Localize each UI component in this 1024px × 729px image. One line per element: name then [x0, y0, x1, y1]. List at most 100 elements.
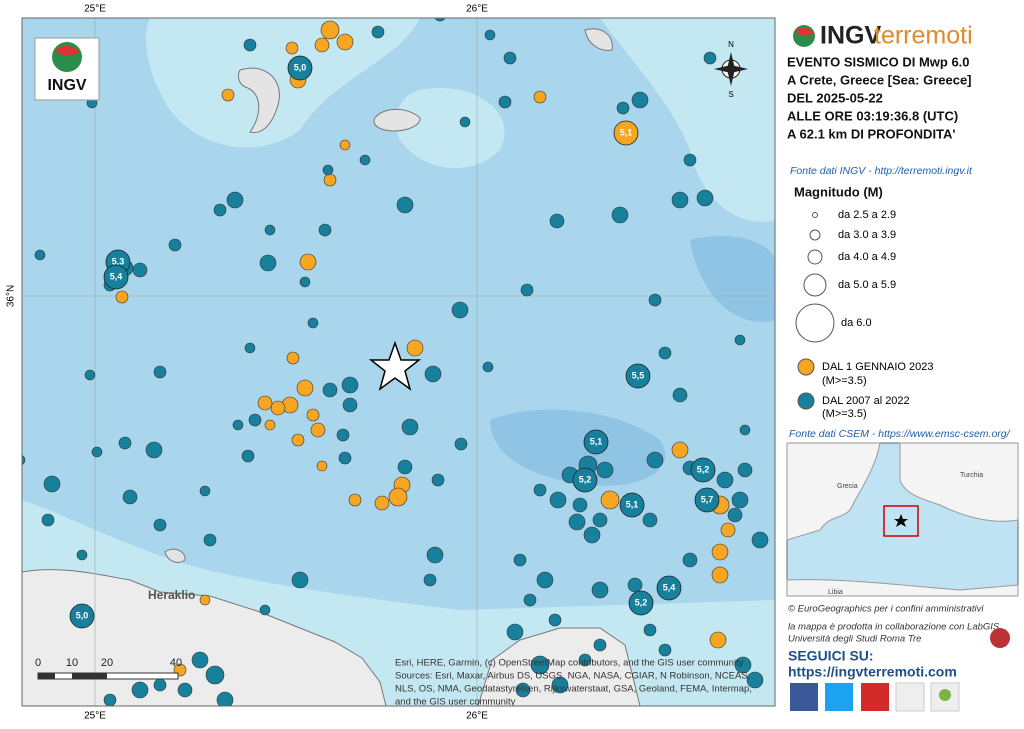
- event-dot: [592, 512, 608, 528]
- follow-url[interactable]: https://ingvterremoti.com: [788, 664, 957, 680]
- legend-size: [803, 273, 827, 297]
- scale-label: 0: [35, 657, 41, 669]
- event-dot: [498, 95, 512, 109]
- event-dot: [716, 471, 734, 489]
- event-dot: [103, 693, 117, 706]
- island: [373, 108, 421, 132]
- event-dot: [84, 369, 96, 381]
- event-dot: [291, 571, 309, 589]
- brand-globe: [795, 27, 814, 36]
- event-dot: [611, 206, 629, 224]
- event-dot: [34, 249, 46, 261]
- scale-label: 10: [66, 657, 78, 669]
- event-dot: [746, 671, 764, 689]
- event-dot: [533, 90, 547, 104]
- event-dot: [503, 51, 517, 65]
- event-dot: [484, 29, 496, 41]
- twitter-icon[interactable]: [825, 683, 853, 711]
- shallow-sea: [146, 18, 420, 148]
- event-dot: [264, 419, 276, 431]
- attribution: Sources: Esri, Maxar, Airbus DS, USGS, N…: [395, 671, 750, 682]
- event-dot: [578, 653, 592, 667]
- event-dot: [296, 379, 314, 397]
- event-dot: [683, 153, 697, 167]
- event-dot: [423, 573, 437, 587]
- ingv-logo: INGV: [34, 37, 100, 101]
- ios-icon[interactable]: [895, 682, 925, 712]
- strong-event: [694, 487, 720, 513]
- event-dot: [734, 334, 746, 346]
- compass-label: S: [728, 90, 733, 99]
- event-dot: [259, 604, 271, 616]
- inset-map: Grecia Turchia Libia: [786, 442, 1019, 597]
- event-dots: 5,0 5,1 5,3 5,4 5,5 5,1 5,2 5,2 5,7 5,1 5,4 5,2 5,0: [22, 18, 769, 706]
- event-dot: [226, 191, 244, 209]
- event-dot: [145, 441, 163, 459]
- event-dot: [241, 449, 255, 463]
- place-label: Heraklio: [148, 588, 195, 602]
- strong-event: [619, 492, 645, 518]
- event-dot: [682, 552, 698, 568]
- event-dot: [153, 678, 167, 692]
- strong-event: [69, 603, 95, 629]
- event-dot: [342, 397, 358, 413]
- event-dot: [259, 254, 277, 272]
- event-dot: [648, 293, 662, 307]
- follow-label: SEGUICI SU:: [788, 648, 874, 664]
- event-dot: [533, 483, 547, 497]
- event-dot: [482, 361, 494, 373]
- android-icon: [939, 689, 951, 701]
- logo-globe: [55, 45, 80, 56]
- inset-label: Libia: [828, 589, 843, 596]
- deep-sea: [690, 236, 775, 322]
- island: [584, 28, 613, 51]
- compass-label: N: [728, 40, 734, 49]
- event-dot: [513, 553, 527, 567]
- event-dot: [203, 533, 217, 547]
- legend-label: da 5.0 a 5.9: [838, 279, 896, 291]
- event-dot: [627, 577, 643, 593]
- event-dot: [396, 196, 414, 214]
- event-dot: [596, 461, 614, 479]
- attribution: NLS, OS, NMA, Geodatastyrelsen, Rijkswat…: [395, 684, 752, 695]
- lon-label: 25°E: [84, 711, 106, 722]
- event-dot: [307, 317, 319, 329]
- credit: © EuroGeographics per i confini amminist…: [788, 604, 984, 615]
- event-dot: [672, 387, 688, 403]
- event-dot: [41, 513, 55, 527]
- event-dot: [336, 428, 350, 442]
- compass: N S: [714, 40, 748, 99]
- event-dot: [572, 497, 588, 513]
- event-dot: [549, 213, 565, 229]
- event-info: ALLE ORE 03:19:36.8 (UTC): [787, 108, 958, 123]
- event-dot: [591, 581, 609, 599]
- event-dot: [658, 346, 672, 360]
- event-dot: [642, 512, 658, 528]
- event-dot: [221, 88, 235, 102]
- event-dot: [216, 691, 234, 706]
- event-dot: [388, 487, 408, 507]
- scale-label: 20: [101, 657, 113, 669]
- island: [164, 548, 186, 563]
- legend-label: (M>=3.5): [822, 375, 867, 387]
- event-dot: [299, 253, 317, 271]
- event-label: 5,2: [579, 474, 592, 484]
- event-label: 5,3: [112, 256, 125, 266]
- event-info: DEL 2025-05-22: [787, 90, 883, 105]
- event-label: 5,1: [590, 436, 603, 446]
- map-frame: [21, 17, 776, 707]
- credit: la mappa è prodotta in collaborazione co…: [788, 622, 1000, 633]
- deep-sea: [490, 409, 666, 486]
- event-dot: [536, 571, 554, 589]
- event-dot: [177, 682, 193, 698]
- facebook-icon[interactable]: [790, 683, 818, 711]
- event-dot: [506, 623, 524, 641]
- event-dot: [322, 164, 334, 176]
- event-dot: [338, 451, 352, 465]
- youtube-icon[interactable]: [861, 683, 889, 711]
- event-dot: [244, 342, 256, 354]
- event-dot: [593, 638, 607, 652]
- event-dot: [720, 522, 736, 538]
- event-dot: [520, 283, 534, 297]
